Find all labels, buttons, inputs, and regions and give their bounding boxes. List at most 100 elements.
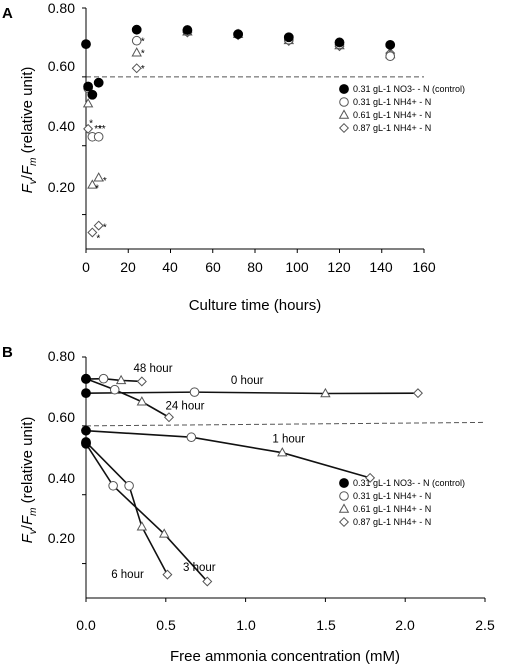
panel-a-significance-mark: * bbox=[141, 48, 145, 59]
panel-a-significance-mark: * bbox=[103, 176, 107, 187]
panel-b-data-point bbox=[186, 432, 197, 443]
panel-b-data-point bbox=[109, 384, 120, 395]
panel-b-data-point bbox=[320, 387, 331, 398]
panel-a-data-point bbox=[283, 32, 294, 43]
panel-a-data-point bbox=[87, 227, 98, 238]
panel-a-ytick-label: 0.80 bbox=[48, 0, 75, 16]
panel-a-ytick-label: 0.20 bbox=[48, 179, 75, 195]
panel-b-line-label: 6 hour bbox=[111, 569, 144, 581]
panel-a-data-point bbox=[93, 77, 104, 88]
panel-a-legend-marker bbox=[339, 84, 349, 94]
panel-a-xtick-label: 0 bbox=[82, 259, 90, 275]
panel-b-ytick-label: 0.40 bbox=[48, 470, 75, 486]
panel-b-legend-marker bbox=[338, 516, 350, 528]
panel-a-data-point bbox=[334, 37, 345, 48]
panel-b-series-line bbox=[85, 377, 142, 383]
panel-b-xtick-label: 2.5 bbox=[475, 617, 495, 633]
panel-b-legend-label: 0.87 gL-1 NH4+ - N bbox=[353, 517, 431, 527]
panel-a-legend: 0.31 gL-1 NO3- - N (control) 0.31 gL-1 NH… bbox=[338, 84, 465, 134]
panel-a-ytick-labels: 0.20 0.40 0.60 0.80 bbox=[48, 0, 75, 195]
panel-a-data-point bbox=[93, 131, 104, 142]
panel-a: A 0.20 0.40 0.60 0.80 0 20 40 60 80 100 … bbox=[2, 0, 465, 314]
panel-a-ytick-label: 0.60 bbox=[48, 58, 75, 74]
panel-b-line-label: 0 hour bbox=[231, 375, 264, 387]
panel-a-significance-mark: * bbox=[89, 119, 93, 130]
panel-a-legend-label: 0.87 gL-1 NH4+ - N bbox=[353, 123, 431, 133]
panel-b-data-point bbox=[412, 388, 423, 399]
panel-b-data-point bbox=[136, 396, 148, 406]
panel-b-x-axis-title: Free ammonia concentration (mM) bbox=[170, 648, 400, 665]
panel-b-xtick-label: 0.0 bbox=[76, 617, 96, 633]
panel-a-data-point bbox=[83, 81, 94, 92]
panel-b-reference-line-layer bbox=[85, 421, 486, 427]
panel-a-legend-label: 0.31 gL-1 NH4+ - N bbox=[353, 97, 431, 107]
panel-b-legend-label: 0.31 gL-1 NO3- - N (control) bbox=[353, 478, 465, 488]
panel-a-significance-mark: ** bbox=[98, 124, 106, 135]
panel-a-xtick-label: 80 bbox=[247, 259, 263, 275]
panel-a-xtick-labels: 0 20 40 60 80 100 120 140 160 bbox=[82, 259, 436, 275]
panel-a-ytick-label: 0.40 bbox=[48, 118, 75, 134]
panel-b-data-point bbox=[115, 374, 127, 385]
panel-a-legend-label: 0.31 gL-1 NO3- - N (control) bbox=[353, 84, 465, 94]
panel-b-xtick-labels: 0.0 0.5 1.0 1.5 2.0 2.5 bbox=[76, 617, 495, 633]
panel-b-data-point bbox=[81, 437, 91, 447]
panel-b-data-point bbox=[136, 521, 148, 531]
panel-b-data-point bbox=[365, 472, 376, 483]
panel-b-legend-marker bbox=[338, 503, 350, 513]
panel-b-xtick-label: 1.0 bbox=[236, 617, 256, 633]
panel-b-legend: 0.31 gL-1 NO3- - N (control) 0.31 gL-1 NH… bbox=[338, 478, 465, 528]
panel-b-data-point bbox=[158, 528, 170, 538]
panel-a-legend-marker bbox=[339, 97, 349, 107]
panel-b-series-line bbox=[85, 429, 371, 479]
panel-a-significance-mark: * bbox=[89, 93, 93, 104]
panel-b-data-point bbox=[81, 425, 91, 436]
panel-a-data-point bbox=[83, 123, 94, 134]
panel-a-data-point bbox=[385, 39, 396, 50]
panel-b-data-point bbox=[277, 447, 288, 457]
panel-a-data-point bbox=[82, 98, 94, 108]
panel-b-data-point bbox=[108, 480, 118, 491]
panel-a-significance-mark: ** bbox=[94, 124, 102, 135]
panel-b-data-layer bbox=[81, 373, 423, 587]
panel-b-data-point bbox=[163, 412, 174, 423]
panel-a-significance-mark: * bbox=[103, 222, 107, 233]
panel-a-xtick-label: 60 bbox=[205, 259, 221, 275]
panel-a-xtick-label: 100 bbox=[285, 259, 309, 275]
panel-b-data-point bbox=[136, 376, 147, 387]
panel-b-data-point bbox=[162, 569, 173, 580]
panel-a-data-point bbox=[131, 47, 142, 57]
panel-b-series-line bbox=[85, 391, 418, 395]
panel-b-line-layer bbox=[85, 377, 418, 583]
panel-b-series-line bbox=[85, 377, 170, 418]
panel-b-data-point bbox=[189, 387, 200, 397]
panel-a-legend-label: 0.61 gL-1 NH4+ - N bbox=[353, 110, 431, 120]
panel-b-ytick-label: 0.80 bbox=[48, 348, 75, 364]
panel-b-line-label: 24 hour bbox=[165, 401, 204, 413]
panel-a-significance-mark: * bbox=[141, 64, 145, 75]
panel-b-series-line bbox=[85, 441, 169, 575]
panel-a-significance-mark: * bbox=[95, 183, 99, 194]
panel-a-data-layer bbox=[81, 24, 396, 238]
panel-a-significance-mark: * bbox=[96, 233, 100, 244]
panel-a-data-point bbox=[93, 172, 104, 182]
panel-a-legend-marker bbox=[338, 109, 350, 119]
panel-b-y-axis-title: Fv/Fm (relative unit) bbox=[19, 417, 39, 544]
panel-a-data-point bbox=[81, 39, 91, 50]
panel-b-legend-marker bbox=[339, 478, 349, 488]
panel-b-data-point bbox=[124, 480, 134, 491]
panel-b-xtick-label: 2.0 bbox=[395, 617, 415, 633]
panel-b-data-point bbox=[81, 374, 91, 384]
panel-a-xtick-label: 20 bbox=[120, 259, 136, 275]
panel-b-line-label-layer: 48 hour 0 hour 24 hour 1 hour 3 hour 6 hour bbox=[111, 363, 305, 581]
panel-b-reference-line bbox=[85, 421, 486, 427]
panel-a-data-point bbox=[93, 220, 104, 231]
panel-b-line-label: 48 hour bbox=[134, 363, 173, 375]
panel-b-xtick-label: 1.5 bbox=[316, 617, 336, 633]
panel-a-xtick-label: 40 bbox=[162, 259, 178, 275]
panel-b-xtick-label: 0.5 bbox=[156, 617, 176, 633]
panel-a-annotation-layer: ** *********** bbox=[89, 36, 145, 244]
panel-a-data-point bbox=[131, 24, 142, 35]
panel-a-legend-marker bbox=[338, 122, 350, 134]
panel-b-ytick-labels: 0.20 0.40 0.60 0.80 bbox=[48, 348, 75, 546]
panel-b: B 0.20 0.40 0.60 0.80 0.0 0.5 1.0 1.5 2.… bbox=[2, 344, 495, 665]
